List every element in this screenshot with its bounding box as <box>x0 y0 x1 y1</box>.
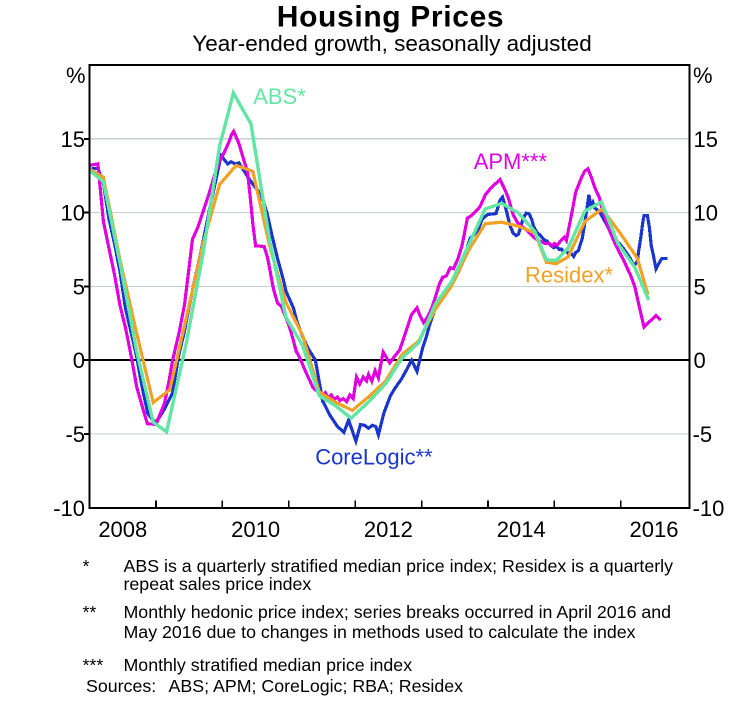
svg-text:-10: -10 <box>693 496 725 521</box>
svg-text:5: 5 <box>694 274 706 299</box>
svg-text:-10: -10 <box>53 496 85 521</box>
svg-text:5: 5 <box>73 274 85 299</box>
svg-text:Year-ended growth, seasonally: Year-ended growth, seasonally adjusted <box>192 31 591 56</box>
svg-text:2012: 2012 <box>364 517 413 542</box>
svg-text:2014: 2014 <box>497 517 546 542</box>
svg-text:Residex*: Residex* <box>525 263 613 288</box>
svg-text:10: 10 <box>694 201 718 226</box>
svg-text:2010: 2010 <box>231 517 280 542</box>
svg-text:10: 10 <box>61 201 85 226</box>
svg-text:15: 15 <box>61 127 85 152</box>
svg-text:ABS*: ABS* <box>253 84 306 109</box>
svg-text:-5: -5 <box>65 422 85 447</box>
svg-text:0: 0 <box>73 348 85 373</box>
svg-text:2008: 2008 <box>98 517 147 542</box>
svg-text:CoreLogic**: CoreLogic** <box>315 444 433 469</box>
svg-text:APM***: APM*** <box>474 149 548 174</box>
svg-text:%: % <box>66 63 86 88</box>
svg-text:15: 15 <box>694 127 718 152</box>
svg-text:2016: 2016 <box>630 517 679 542</box>
svg-text:Housing Prices: Housing Prices <box>277 1 505 34</box>
svg-text:%: % <box>693 63 713 88</box>
svg-text:-5: -5 <box>693 422 713 447</box>
svg-text:0: 0 <box>694 348 706 373</box>
